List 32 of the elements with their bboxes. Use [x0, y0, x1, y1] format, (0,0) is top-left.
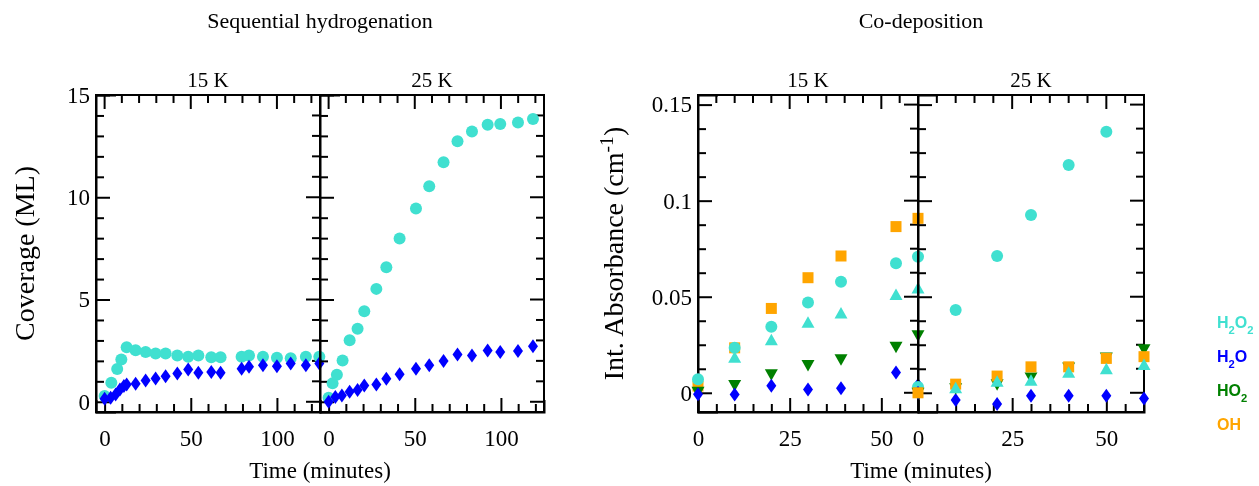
- chart-subtitle: 25 K: [1010, 68, 1052, 92]
- y-tick-label: 10: [67, 185, 90, 211]
- y-tick-label: 15: [67, 82, 90, 108]
- x-tick-label: 0: [323, 426, 335, 452]
- y-tick-label: 0: [78, 389, 90, 415]
- y-axis-title: Coverage (ML): [9, 166, 40, 341]
- chart-subtitle: 15 K: [787, 68, 829, 92]
- y-tick-label: 0.1: [663, 188, 692, 214]
- x-tick-label: 25: [778, 426, 802, 452]
- x-tick-label: 50: [403, 426, 427, 452]
- x-axis-title: Time (minutes): [249, 458, 391, 483]
- x-tick-label: 50: [179, 426, 203, 452]
- text: H$_{2}$O: [1217, 348, 1248, 370]
- chart-title: Sequential hydrogenation: [207, 8, 433, 33]
- chart-subtitle: 15 K: [187, 68, 229, 92]
- text: H$_{2}$O$_{2}$: [1217, 314, 1254, 336]
- x-tick-label: 0: [912, 426, 925, 452]
- text: OH: [1217, 416, 1241, 433]
- chart-title: Co-deposition: [858, 8, 984, 33]
- x-tick-label: 50: [1095, 426, 1119, 452]
- x-tick-label: 25: [1001, 426, 1025, 452]
- y-tick-label: 5: [78, 287, 90, 313]
- y-tick-label: 0.15: [651, 92, 692, 118]
- x-tick-label: 0: [99, 426, 111, 452]
- chart-subtitle: 25 K: [411, 68, 453, 92]
- text: HO$_{2}$: [1217, 382, 1248, 404]
- x-tick-label: 100: [484, 426, 519, 452]
- x-axis-title: Time (minutes): [850, 458, 992, 483]
- x-tick-label: 50: [870, 426, 894, 452]
- y-tick-label: 0: [680, 380, 692, 406]
- y-tick-label: 0.05: [651, 284, 692, 310]
- x-tick-label: 100: [260, 426, 295, 452]
